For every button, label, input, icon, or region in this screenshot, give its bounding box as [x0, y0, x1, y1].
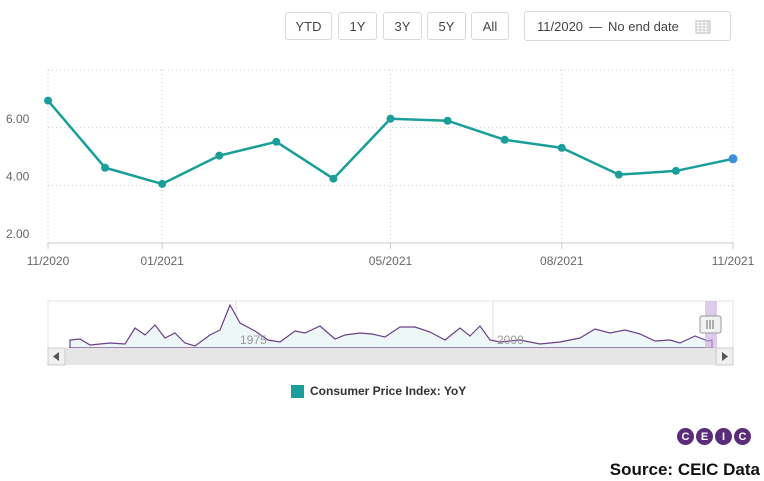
data-point: [386, 114, 395, 123]
data-point: [671, 166, 680, 175]
data-point: [614, 170, 623, 179]
range-button[interactable]: All: [471, 12, 509, 40]
y-tick-label: 4.00: [6, 170, 30, 184]
data-point: [557, 143, 566, 152]
logo-letter: E: [696, 428, 713, 445]
data-point: [272, 137, 281, 146]
legend-label: Consumer Price Index: YoY: [310, 384, 467, 398]
scrollbar[interactable]: [48, 348, 733, 365]
logo-letter: C: [677, 428, 694, 445]
data-point: [158, 179, 167, 188]
y-tick-label: 2.00: [6, 227, 30, 241]
source: Source: CEIC Data: [609, 460, 760, 479]
y-tick-label: 6.00: [6, 112, 30, 126]
x-tick-label: 11/2020: [27, 254, 70, 268]
range-button[interactable]: 3Y: [383, 12, 422, 40]
date-range[interactable]: 11/2020 — No end date: [524, 11, 731, 41]
range-button[interactable]: 5Y: [427, 12, 466, 40]
data-point: [500, 135, 509, 144]
data-point: [44, 96, 52, 105]
data-point: [215, 151, 224, 160]
navigator: 1975 2000: [47, 300, 734, 366]
range-button[interactable]: YTD: [285, 12, 332, 40]
range-button[interactable]: 1Y: [338, 12, 377, 40]
chart: 1975 2000 2.00 4.00 6.00 11/2020 01/2021 05/2…: [6, 69, 755, 366]
x-tick-label: 08/2021: [540, 254, 584, 268]
data-point: [443, 116, 452, 125]
data-point: [101, 163, 110, 172]
handle-grip: [706, 320, 714, 329]
date-to: No end date: [608, 18, 679, 34]
legend-swatch: [291, 384, 304, 398]
x-tick-label: 05/2021: [369, 254, 413, 268]
x-tick-label: 11/2021: [712, 254, 755, 268]
data-point: [728, 154, 738, 164]
x-tick-label: 01/2021: [140, 254, 184, 268]
logo-letter: I: [715, 428, 732, 445]
calendar-icon: [695, 20, 711, 34]
date-from: 11/2020: [537, 18, 584, 34]
legend[interactable]: Consumer Price Index: YoY: [291, 384, 466, 398]
navigator-label: 1975: [240, 333, 267, 347]
date-separator: —: [589, 18, 603, 34]
navigator-label: 2000: [497, 333, 524, 347]
navigator-series: [69, 303, 713, 349]
arrow-right: [722, 352, 728, 361]
logo-letter: C: [734, 428, 751, 445]
arrow-left: [53, 352, 59, 361]
data-point: [329, 174, 338, 183]
